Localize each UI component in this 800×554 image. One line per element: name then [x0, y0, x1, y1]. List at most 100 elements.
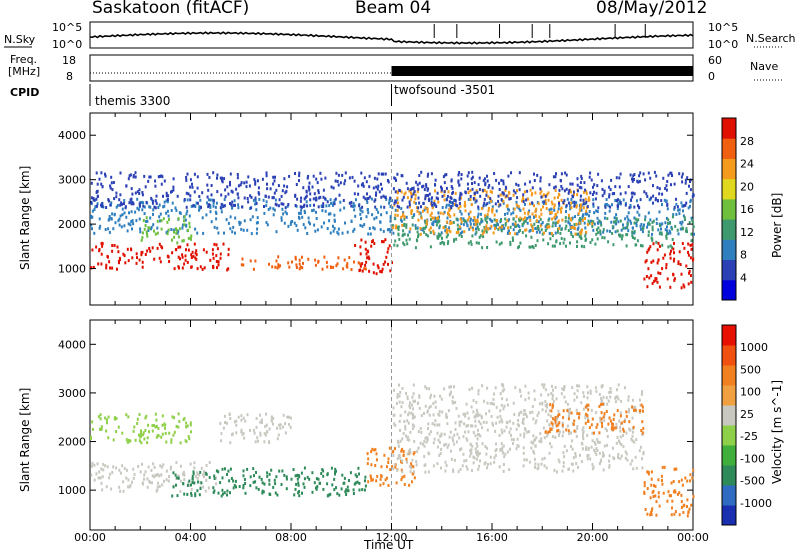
scatter-cell: [380, 465, 383, 469]
scatter-cell: [574, 215, 576, 219]
scatter-cell: [269, 187, 272, 191]
scatter-cell: [389, 215, 392, 218]
scatter-cell: [557, 428, 560, 432]
scatter-cell: [602, 228, 605, 232]
scatter-cell: [193, 172, 196, 176]
scatter-cell: [683, 246, 686, 250]
scatter-cell: [338, 493, 341, 497]
scatter-cell: [471, 182, 473, 185]
scatter-cell: [574, 430, 577, 434]
scatter-cell: [539, 432, 542, 435]
scatter-cell: [563, 385, 566, 388]
scatter-cell: [367, 457, 370, 461]
scatter-cell: [407, 233, 409, 237]
scatter-cell: [410, 195, 413, 199]
scatter-cell: [319, 195, 322, 199]
scatter-cell: [326, 227, 329, 230]
scatter-cell: [557, 195, 559, 199]
scatter-cell: [298, 267, 301, 271]
scatter-cell: [198, 195, 201, 198]
scatter-cell: [641, 433, 644, 436]
scatter-cell: [182, 482, 185, 486]
scatter-cell: [650, 196, 653, 200]
colorbar-tick-0-4: 12: [740, 226, 754, 239]
scatter-cell: [481, 384, 484, 388]
scatter-cell: [410, 209, 413, 213]
scatter-cell: [480, 220, 483, 224]
scatter-cell: [254, 440, 257, 444]
scatter-cell: [416, 226, 419, 230]
scatter-cell: [370, 478, 373, 482]
scatter-cell: [389, 468, 392, 472]
scatter-cell: [481, 246, 484, 250]
scatter-cell: [616, 435, 619, 439]
scatter-cell: [388, 244, 391, 248]
scatter-cell: [638, 213, 641, 217]
scatter-cell: [477, 207, 480, 211]
scatter-cell: [160, 227, 163, 231]
scatter-cell: [118, 468, 121, 472]
scatter-cell: [131, 219, 134, 223]
scatter-cell: [454, 198, 457, 202]
scatter-cell: [424, 385, 427, 389]
scatter-cell: [149, 249, 152, 253]
scatter-cell: [123, 254, 126, 258]
scatter-cell: [501, 383, 503, 387]
scatter-cell: [617, 202, 620, 206]
scatter-cell: [265, 204, 268, 208]
scatter-cell: [577, 226, 580, 230]
scatter-cell: [678, 480, 681, 484]
scatter-cell: [536, 413, 539, 417]
scatter-cell: [393, 388, 395, 392]
scatter-cell: [179, 245, 182, 249]
scatter-cell: [680, 478, 683, 482]
scatter-cell: [236, 176, 239, 180]
scatter-cell: [293, 493, 296, 497]
scatter-cell: [155, 194, 158, 198]
scatter-cell: [464, 209, 467, 213]
scatter-cell: [164, 426, 166, 430]
scatter-cell: [363, 488, 366, 492]
scatter-cell: [680, 201, 683, 205]
scatter-cell: [555, 221, 558, 225]
scatter-cell: [685, 229, 687, 233]
scatter-cell: [588, 210, 591, 214]
scatter-cell: [671, 238, 674, 241]
scatter-cell: [591, 431, 594, 435]
scatter-cell: [554, 418, 557, 422]
scatter-cell: [586, 385, 589, 389]
scatter-cell: [574, 232, 577, 236]
scatter-cell: [444, 442, 447, 446]
scatter-cell: [583, 221, 586, 225]
scatter-cell: [229, 467, 232, 471]
scatter-cell: [294, 193, 297, 197]
scatter-cell: [522, 451, 525, 455]
scatter-cell: [172, 471, 175, 475]
scatter-cell: [564, 219, 567, 223]
scatter-cell: [284, 210, 287, 214]
scatter-cell: [195, 253, 198, 257]
scatter-cell: [633, 192, 636, 196]
scatter-cell: [257, 487, 260, 491]
nave-block: [391, 66, 693, 76]
scatter-cell: [582, 426, 585, 430]
scatter-cell: [488, 183, 491, 187]
scatter-cell: [544, 194, 547, 198]
scatter-cell: [671, 227, 674, 231]
scatter-cell: [582, 407, 585, 411]
scatter-cell: [360, 183, 363, 187]
scatter-cell: [431, 222, 434, 226]
scatter-cell: [627, 410, 630, 414]
scatter-cell: [370, 450, 373, 454]
scatter-cell: [396, 244, 399, 248]
scatter-cell: [397, 228, 400, 232]
scatter-cell: [519, 390, 522, 393]
scatter-cell: [564, 400, 567, 404]
scatter-cell: [408, 189, 411, 193]
scatter-cell: [220, 193, 223, 197]
scatter-cell: [666, 229, 669, 233]
scatter-cell: [643, 223, 645, 227]
scatter-cell: [346, 485, 349, 489]
scatter-cell: [426, 174, 429, 178]
scatter-cell: [179, 441, 182, 445]
